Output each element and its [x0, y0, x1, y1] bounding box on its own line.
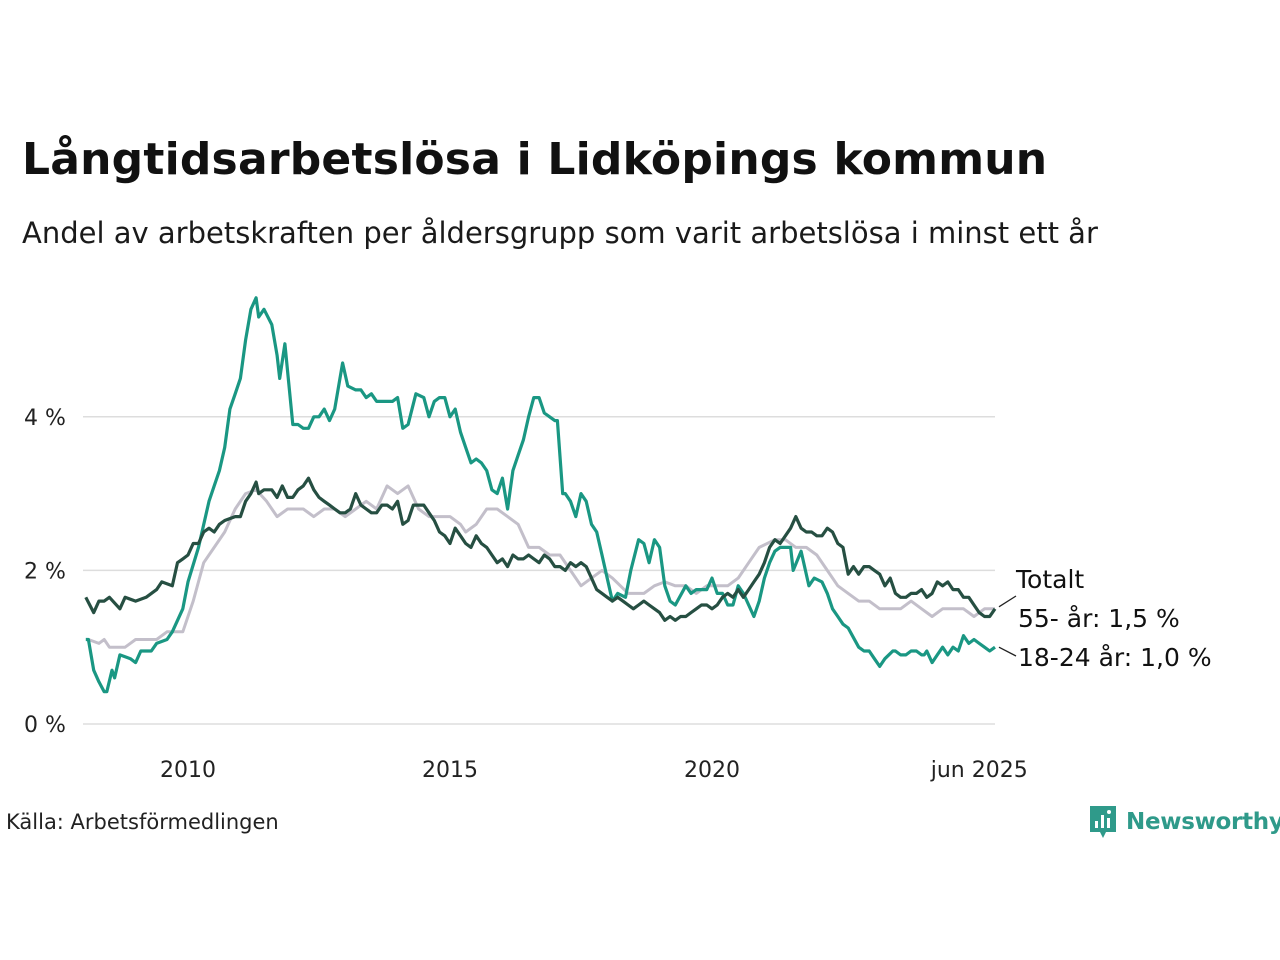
x-tick-label: 2020	[684, 758, 740, 783]
series-line-youth	[85, 296, 996, 694]
leader-line-youth	[998, 646, 1017, 657]
end-labels: Totalt 55- år: 1,5 % 18-24 år: 1,0 %	[998, 565, 1212, 672]
x-tick-label: 2015	[422, 758, 478, 783]
brand-name: Newsworthy	[1126, 809, 1280, 835]
source-note: Källa: Arbetsförmedlingen	[6, 810, 279, 834]
chart-title: Långtidsarbetslösa i Lidköpings kommun	[22, 134, 1048, 185]
y-axis: 0 % 2 % 4 %	[24, 406, 66, 738]
y-tick-label: 4 %	[24, 406, 66, 431]
end-label-senior: 55- år: 1,5 %	[1018, 604, 1180, 633]
series-line-senior	[84, 476, 997, 622]
leader-line-total	[998, 595, 1017, 608]
series-line-total	[87, 484, 995, 649]
end-label-total: Totalt	[1015, 565, 1084, 594]
x-tick-label: jun 2025	[930, 758, 1028, 783]
chart-subtitle: Andel av arbetskraften per åldersgrupp s…	[22, 216, 1098, 250]
series-lines	[84, 296, 997, 694]
y-tick-label: 0 %	[24, 713, 66, 738]
gridlines	[83, 416, 995, 725]
brand-logo[interactable]: Newsworthy	[1088, 804, 1280, 840]
newsworthy-logo-icon	[1090, 806, 1116, 838]
x-axis: 2010 2015 2020 jun 2025	[160, 758, 1028, 783]
y-tick-label: 2 %	[24, 559, 66, 584]
end-label-youth: 18-24 år: 1,0 %	[1018, 643, 1212, 672]
line-chart: 0 % 2 % 4 % 2010 2015 2020 jun 2025 Tota…	[24, 296, 1212, 783]
x-tick-label: 2010	[160, 758, 216, 783]
